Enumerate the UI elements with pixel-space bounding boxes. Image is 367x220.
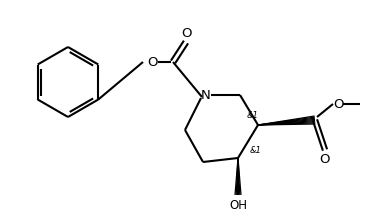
Text: O: O	[148, 55, 158, 68]
Text: N: N	[201, 88, 211, 101]
Text: O: O	[320, 152, 330, 165]
Text: OH: OH	[229, 198, 247, 211]
Text: &1: &1	[250, 145, 262, 154]
Text: O: O	[333, 97, 343, 110]
Text: O: O	[181, 26, 191, 40]
Text: &1: &1	[247, 110, 259, 119]
